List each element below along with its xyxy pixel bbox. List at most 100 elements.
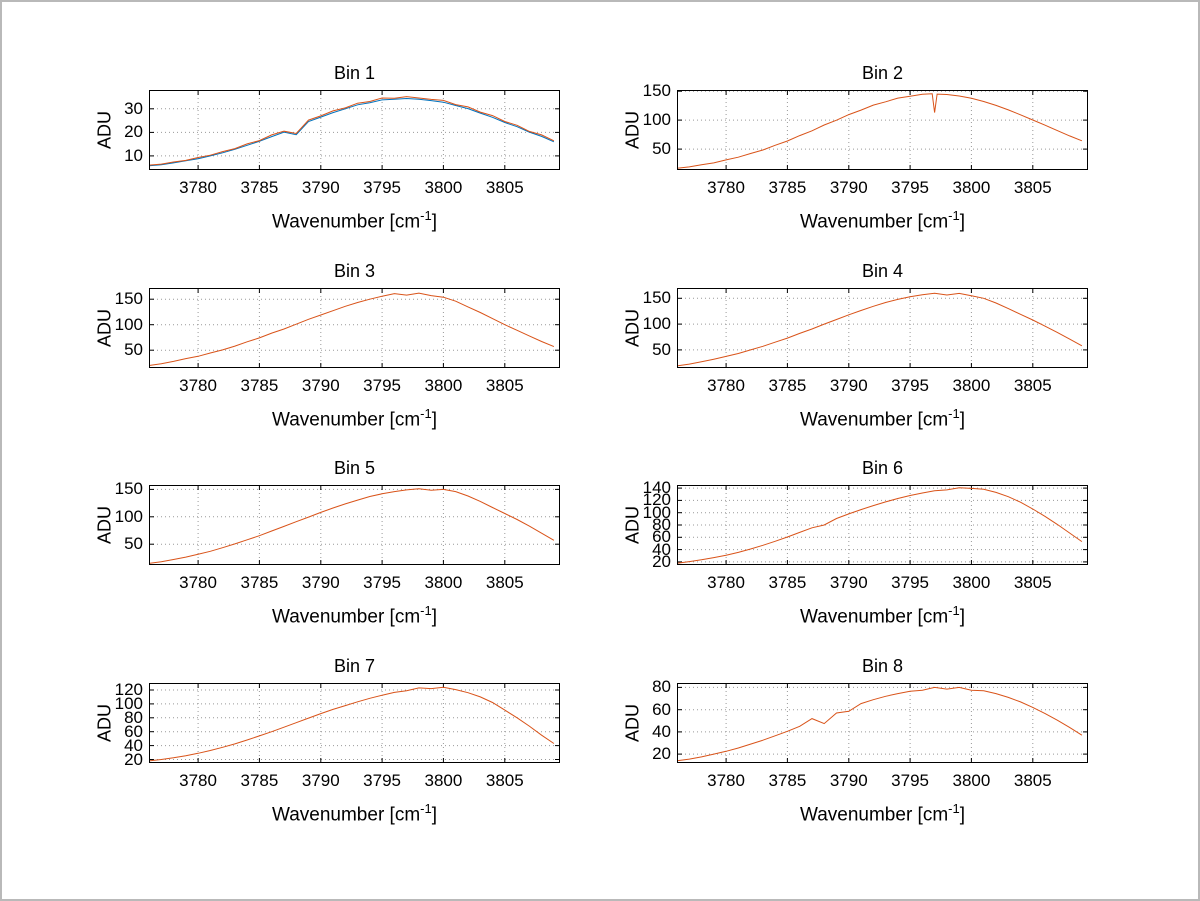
y-tick-label: 20 <box>124 122 143 142</box>
x-axis-label: Wavenumber [cm-1] <box>677 208 1088 233</box>
x-tick-label: 3795 <box>363 376 402 395</box>
x-axis-label-text: Wavenumber [cm <box>799 606 949 628</box>
y-tick-label: 50 <box>652 339 671 359</box>
x-axis-label-sup: -1 <box>948 603 960 618</box>
subplot-bin-2: Bin 2 ADU Wavenumber [cm-1] 3780 3785 3790… <box>587 60 1098 272</box>
x-tick-label: 3780 <box>179 178 217 197</box>
y-tick-label: 150 <box>642 81 671 101</box>
x-tick-label: 3805 <box>1013 573 1052 592</box>
y-tick-label: 150 <box>642 288 671 308</box>
x-tick-label: 3800 <box>952 771 991 790</box>
series-line <box>149 488 555 564</box>
x-axis-label-sup: -1 <box>420 603 432 618</box>
y-tick-label: 50 <box>124 534 143 554</box>
subplot-bin-7: Bin 7 ADU Wavenumber [cm-1] 3780 3785 3790… <box>59 653 570 865</box>
subplot-bin-6: Bin 6 ADU Wavenumber [cm-1] 3780 3785 3790… <box>587 455 1098 667</box>
y-tick-label: 150 <box>114 479 143 499</box>
series-line <box>677 93 1083 169</box>
y-tick-label: 100 <box>114 314 143 334</box>
x-axis-label: Wavenumber [cm-1] <box>677 801 1088 826</box>
series-line <box>149 686 555 762</box>
x-tick-label: 3790 <box>829 178 868 197</box>
y-tick-label: 120 <box>114 679 143 699</box>
x-axis-label-sup: -1 <box>420 208 432 223</box>
x-axis-label-close: ] <box>431 211 437 233</box>
y-tick-label: 100 <box>642 502 671 522</box>
plot-title: Bin 7 <box>333 656 376 676</box>
axis-box <box>149 90 560 170</box>
series-line <box>677 686 1083 762</box>
y-tick-label: 50 <box>124 340 143 360</box>
x-axis-label: Wavenumber [cm-1] <box>149 801 560 826</box>
y-tick-label: 20 <box>124 749 143 769</box>
plot-title: Bin 3 <box>333 261 376 281</box>
plot-title: Bin 8 <box>861 656 904 676</box>
series-line <box>149 292 555 366</box>
axis-box <box>677 683 1088 763</box>
plot-area <box>677 90 1088 170</box>
x-tick-label: 3805 <box>1013 376 1052 395</box>
x-tick-label: 3785 <box>240 178 279 197</box>
x-tick-label: 3800 <box>952 178 991 197</box>
x-axis-label-text: Wavenumber [cm <box>799 409 949 431</box>
x-tick-label: 3800 <box>952 573 991 592</box>
x-axis-label-close: ] <box>431 409 437 431</box>
plot-area <box>149 288 560 368</box>
subplot-bin-5: Bin 5 ADU Wavenumber [cm-1] 3780 3785 3790… <box>59 455 570 667</box>
x-tick-label: 3780 <box>707 771 745 790</box>
y-tick-label: 140 <box>642 478 671 498</box>
x-tick-label: 3780 <box>707 573 745 592</box>
y-tick-label: 40 <box>652 539 671 559</box>
y-tick-label: 60 <box>652 527 671 547</box>
y-tick-label: 100 <box>114 506 143 526</box>
x-tick-label: 3805 <box>485 376 524 395</box>
x-tick-label: 3800 <box>424 376 463 395</box>
x-axis-label-close: ] <box>959 211 965 233</box>
x-axis-label: Wavenumber [cm-1] <box>677 406 1088 431</box>
x-tick-label: 3795 <box>891 573 930 592</box>
x-tick-label: 3785 <box>768 376 807 395</box>
plot-area <box>149 90 560 170</box>
y-tick-label: 100 <box>642 314 671 334</box>
y-tick-label: 40 <box>652 721 671 741</box>
x-tick-label: 3785 <box>240 376 279 395</box>
axis-box <box>677 288 1088 368</box>
x-tick-label: 3785 <box>768 771 807 790</box>
y-tick-label: 30 <box>124 98 143 118</box>
x-tick-label: 3795 <box>363 178 402 197</box>
x-axis-label: Wavenumber [cm-1] <box>149 208 560 233</box>
x-axis-label-sup: -1 <box>948 801 960 816</box>
series-line <box>677 487 1083 564</box>
axis-box <box>149 288 560 368</box>
x-tick-label: 3780 <box>179 376 217 395</box>
x-tick-label: 3780 <box>707 376 745 395</box>
y-tick-label: 60 <box>652 699 671 719</box>
x-tick-label: 3805 <box>1013 771 1052 790</box>
x-axis-label-close: ] <box>431 804 437 826</box>
plot-area <box>677 485 1088 565</box>
x-tick-label: 3780 <box>179 771 217 790</box>
y-tick-label: 10 <box>124 145 143 165</box>
x-tick-label: 3790 <box>829 376 868 395</box>
y-tick-label: 80 <box>124 707 143 727</box>
x-axis-label-close: ] <box>431 606 437 628</box>
axis-box <box>677 485 1088 565</box>
axis-box <box>149 683 560 763</box>
y-tick-label: 120 <box>642 490 671 510</box>
x-tick-label: 3805 <box>485 178 524 197</box>
plot-title: Bin 6 <box>861 458 904 478</box>
series-line <box>677 292 1083 367</box>
x-tick-label: 3805 <box>485 573 524 592</box>
x-axis-label-close: ] <box>959 606 965 628</box>
y-tick-label: 20 <box>652 744 671 764</box>
x-tick-label: 3795 <box>891 376 930 395</box>
plot-title: Bin 2 <box>861 63 904 83</box>
y-tick-label: 100 <box>642 110 671 130</box>
x-tick-label: 3785 <box>768 573 807 592</box>
x-axis-label-sup: -1 <box>948 208 960 223</box>
y-tick-label: 20 <box>652 551 671 571</box>
x-tick-label: 3800 <box>424 771 463 790</box>
x-tick-label: 3805 <box>485 771 524 790</box>
plot-area <box>149 485 560 565</box>
